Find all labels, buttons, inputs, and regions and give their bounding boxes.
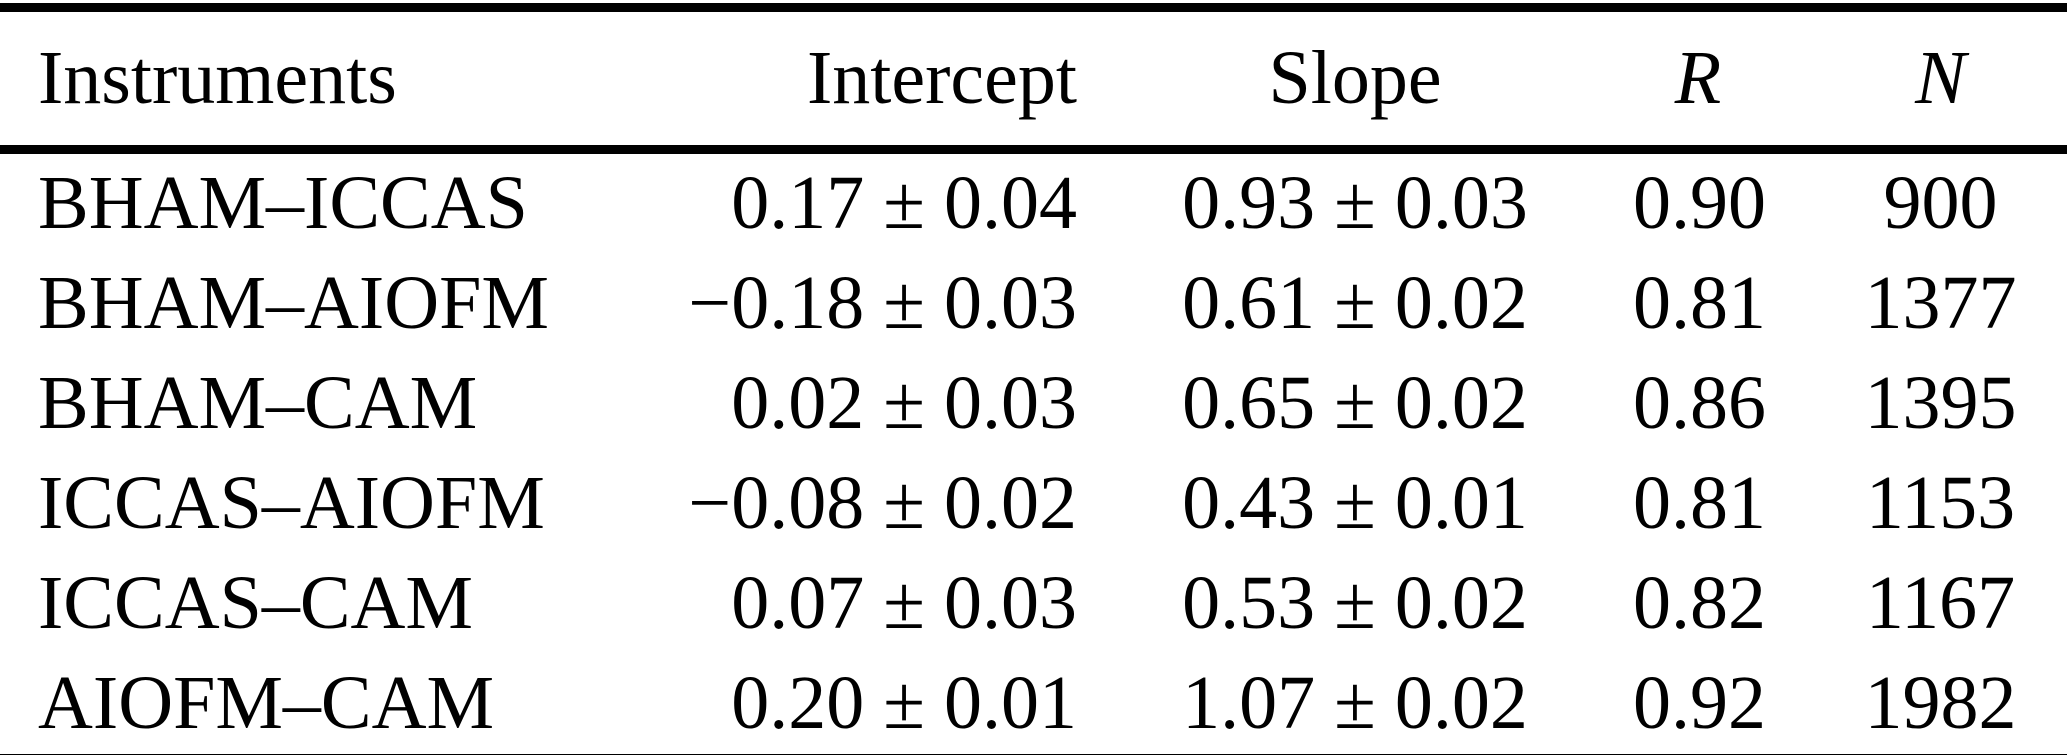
cell-intercept: −0.08 ± 0.02 (688, 461, 1077, 546)
cell-instruments: ICCAS–CAM (38, 561, 473, 646)
cell-n: 1153 (1865, 461, 2016, 546)
cell-intercept: 0.20 ± 0.01 (731, 661, 1077, 746)
cell-slope: 0.43 ± 0.01 (1182, 461, 1528, 546)
cell-n: 1377 (1864, 261, 2017, 346)
cell-r: 0.82 (1633, 561, 1764, 646)
cell-r: 0.81 (1633, 461, 1764, 546)
cell-intercept: −0.18 ± 0.03 (688, 261, 1077, 346)
cell-r: 0.92 (1633, 661, 1764, 746)
col-header-n: N (1915, 35, 1966, 120)
cell-intercept: 0.02 ± 0.03 (731, 361, 1077, 446)
col-header-intercept: Intercept (806, 35, 1077, 120)
cell-n: 1395 (1864, 361, 2017, 446)
cell-instruments: AIOFM–CAM (38, 661, 495, 746)
cell-slope: 1.07 ± 0.02 (1182, 661, 1528, 746)
cell-instruments: BHAM–CAM (38, 361, 478, 446)
cell-intercept: 0.07 ± 0.03 (731, 561, 1077, 646)
regression-stats-table: Instruments Intercept Slope R N BHAM–ICC… (0, 3, 2067, 755)
table-row: AIOFM–CAM 0.20 ± 0.01 1.07 ± 0.02 0.92 1… (0, 654, 2067, 755)
col-header-instruments: Instruments (38, 35, 397, 120)
cell-instruments: BHAM–ICCAS (38, 161, 528, 246)
cell-instruments: BHAM–AIOFM (38, 261, 549, 346)
table-header: Instruments Intercept Slope R N (0, 8, 2067, 150)
col-header-slope: Slope (1268, 35, 1442, 120)
cell-r: 0.81 (1633, 261, 1764, 346)
table-row: BHAM–AIOFM −0.18 ± 0.03 0.61 ± 0.02 0.81… (0, 254, 2067, 354)
header-row: Instruments Intercept Slope R N (0, 8, 2067, 150)
table-row: BHAM–ICCAS 0.17 ± 0.04 0.93 ± 0.03 0.90 … (0, 150, 2067, 255)
cell-n: 1167 (1865, 561, 2016, 646)
cell-slope: 0.53 ± 0.02 (1182, 561, 1528, 646)
table-row: BHAM–CAM 0.02 ± 0.03 0.65 ± 0.02 0.86 13… (0, 354, 2067, 454)
cell-instruments: ICCAS–AIOFM (38, 461, 545, 546)
table-body: BHAM–ICCAS 0.17 ± 0.04 0.93 ± 0.03 0.90 … (0, 150, 2067, 755)
cell-n: 900 (1883, 161, 1998, 246)
cell-intercept: 0.17 ± 0.04 (731, 161, 1077, 246)
cell-slope: 0.65 ± 0.02 (1182, 361, 1528, 446)
col-header-r: R (1674, 35, 1722, 120)
table-row: ICCAS–AIOFM −0.08 ± 0.02 0.43 ± 0.01 0.8… (0, 454, 2067, 554)
cell-r: 0.86 (1633, 361, 1764, 446)
cell-r: 0.90 (1633, 161, 1764, 246)
cell-slope: 0.93 ± 0.03 (1182, 161, 1528, 246)
table-row: ICCAS–CAM 0.07 ± 0.03 0.53 ± 0.02 0.82 1… (0, 554, 2067, 654)
cell-n: 1982 (1864, 661, 2017, 746)
cell-slope: 0.61 ± 0.02 (1182, 261, 1528, 346)
